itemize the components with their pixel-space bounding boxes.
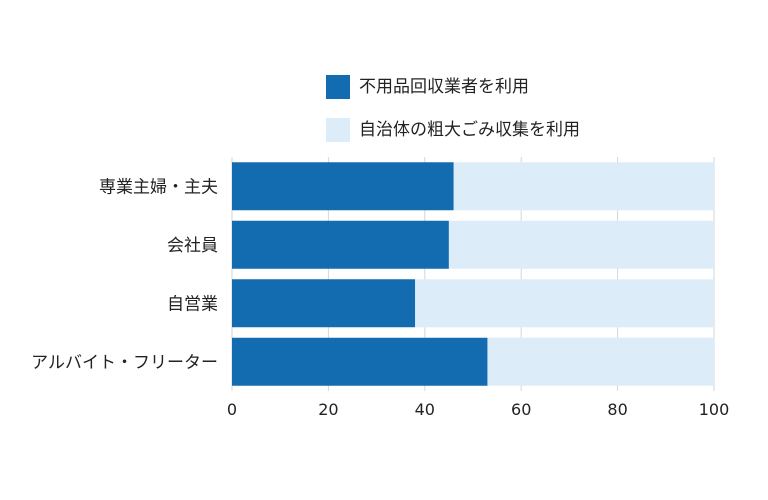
x-tick-label-80: 80 (607, 400, 627, 419)
legend-item-municipal: 自治体の粗大ごみ収集を利用 (326, 117, 580, 143)
bar-0-series-0 (232, 162, 454, 211)
legend-swatch-collector (326, 75, 350, 99)
x-tick-label-20: 20 (318, 400, 338, 419)
x-tick-label-40: 40 (415, 400, 435, 419)
bar-3-series-0 (232, 337, 488, 386)
bar-1-series-0 (232, 220, 449, 269)
legend-swatch-municipal (326, 118, 350, 142)
legend-label-collector: 不用品回収業者を利用 (359, 77, 529, 97)
category-label-1: 会社員 (167, 236, 218, 256)
chart-legend: 不用品回収業者を利用 自治体の粗大ごみ収集を利用 (326, 74, 580, 160)
x-tick-label-100: 100 (699, 400, 730, 419)
category-label-0: 専業主婦・主夫 (99, 177, 218, 197)
category-label-2: 自営業 (167, 294, 218, 314)
legend-item-collector: 不用品回収業者を利用 (326, 74, 580, 100)
legend-label-municipal: 自治体の粗大ごみ収集を利用 (359, 120, 580, 140)
bar-0-series-1 (453, 162, 714, 211)
bar-1-series-1 (448, 220, 714, 269)
x-tick-label-0: 0 (227, 400, 237, 419)
x-tick-label-60: 60 (511, 400, 531, 419)
bar-2-series-0 (232, 279, 416, 328)
bar-3-series-1 (487, 337, 714, 386)
bar-2-series-1 (415, 279, 714, 328)
category-label-3: アルバイト・フリーター (31, 353, 218, 373)
